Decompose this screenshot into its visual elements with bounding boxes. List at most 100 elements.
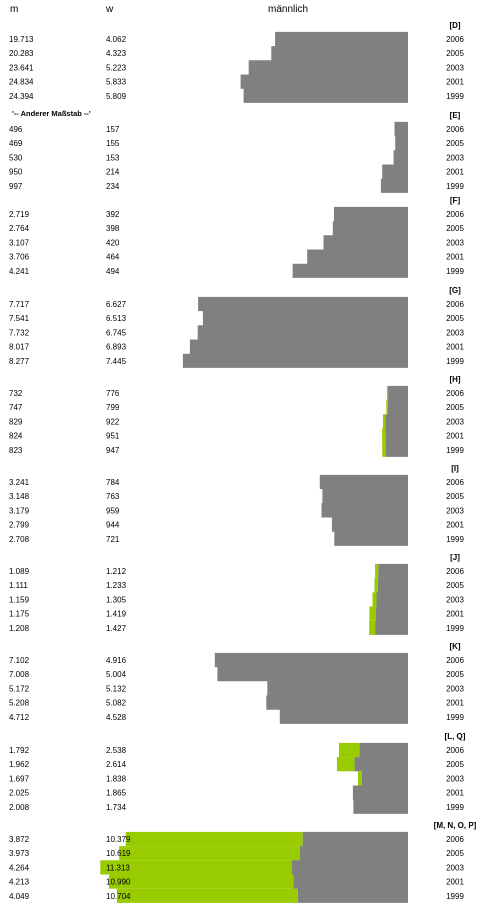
group-label: [M, N, O, P] bbox=[434, 821, 477, 830]
value-m: 469 bbox=[9, 139, 23, 148]
value-w: 1.212 bbox=[106, 567, 127, 576]
year-label: 2006 bbox=[446, 35, 464, 44]
value-m: 4.264 bbox=[9, 863, 30, 872]
year-label: 2005 bbox=[446, 224, 464, 233]
value-m: 7.732 bbox=[9, 328, 30, 337]
value-m: 23.641 bbox=[9, 63, 34, 72]
year-label: 1999 bbox=[446, 182, 464, 191]
value-w: 153 bbox=[106, 153, 120, 162]
value-w: 398 bbox=[106, 224, 120, 233]
year-label: 2003 bbox=[446, 238, 464, 247]
value-m: 997 bbox=[9, 182, 23, 191]
female-excess-bar bbox=[338, 742, 360, 758]
value-m: 3.706 bbox=[9, 253, 30, 262]
year-label: 1999 bbox=[446, 535, 464, 544]
value-w: 4.916 bbox=[106, 656, 127, 665]
female-excess-bar bbox=[386, 400, 388, 415]
scale-change-note: '-- Anderer Maßstab --' bbox=[12, 109, 91, 118]
year-label: 2006 bbox=[446, 656, 464, 665]
value-w: 10.619 bbox=[106, 849, 131, 858]
year-label: 1999 bbox=[446, 446, 464, 455]
value-w: 1.419 bbox=[106, 610, 127, 619]
value-m: 1.208 bbox=[9, 624, 30, 633]
year-label: 2005 bbox=[446, 139, 464, 148]
value-m: 3.872 bbox=[9, 835, 30, 844]
year-label: 2003 bbox=[446, 774, 464, 783]
year-label: 2005 bbox=[446, 760, 464, 769]
year-label: 2006 bbox=[446, 567, 464, 576]
value-m: 747 bbox=[9, 403, 23, 412]
year-label: 2005 bbox=[446, 670, 464, 679]
year-label: 2001 bbox=[446, 432, 464, 441]
female-excess-bar bbox=[119, 846, 300, 861]
value-m: 2.799 bbox=[9, 521, 30, 530]
value-m: 732 bbox=[9, 389, 23, 398]
female-excess-bar bbox=[116, 888, 298, 903]
group-label: [G] bbox=[449, 286, 461, 295]
value-m: 4.712 bbox=[9, 713, 30, 722]
female-excess-bar bbox=[372, 592, 377, 607]
value-w: 784 bbox=[106, 478, 120, 487]
value-w: 234 bbox=[106, 182, 120, 191]
value-m: 4.049 bbox=[9, 892, 30, 901]
year-label: 2006 bbox=[446, 210, 464, 219]
value-w: 951 bbox=[106, 432, 120, 441]
year-label: 2003 bbox=[446, 328, 464, 337]
value-m: 1.111 bbox=[9, 581, 28, 590]
value-w: 5.809 bbox=[106, 92, 127, 101]
value-w: 922 bbox=[106, 417, 120, 426]
value-m: 8.017 bbox=[9, 343, 30, 352]
year-label: 2005 bbox=[446, 314, 464, 323]
value-w: 10.704 bbox=[106, 892, 131, 901]
year-label: 2003 bbox=[446, 63, 464, 72]
year-label: 1999 bbox=[446, 357, 464, 366]
value-w: 2.538 bbox=[106, 746, 127, 755]
year-label: 1999 bbox=[446, 892, 464, 901]
year-label: 2006 bbox=[446, 125, 464, 134]
value-w: 1.734 bbox=[106, 803, 127, 812]
female-excess-bar bbox=[125, 831, 303, 847]
value-m: 19.713 bbox=[9, 35, 34, 44]
value-w: 4.528 bbox=[106, 713, 127, 722]
year-label: 2001 bbox=[446, 253, 464, 262]
year-label: 2001 bbox=[446, 521, 464, 530]
value-w: 7.445 bbox=[106, 357, 127, 366]
female-excess-bar bbox=[109, 874, 294, 889]
value-m: 1.792 bbox=[9, 746, 30, 755]
year-label: 2006 bbox=[446, 835, 464, 844]
value-m: 7.541 bbox=[9, 314, 30, 323]
value-w: 944 bbox=[106, 521, 120, 530]
female-excess-bar bbox=[374, 578, 378, 593]
value-w: 1.305 bbox=[106, 595, 127, 604]
female-excess-bar bbox=[375, 563, 379, 579]
female-excess-bar bbox=[382, 414, 386, 429]
value-m: 3.179 bbox=[9, 506, 30, 515]
value-w: 1.865 bbox=[106, 789, 127, 798]
value-w: 464 bbox=[106, 253, 120, 262]
year-label: 1999 bbox=[446, 713, 464, 722]
value-m: 3.241 bbox=[9, 478, 30, 487]
value-w: 5.223 bbox=[106, 63, 127, 72]
value-m: 24.394 bbox=[9, 92, 34, 101]
value-m: 20.283 bbox=[9, 49, 34, 58]
value-w: 6.893 bbox=[106, 343, 127, 352]
year-label: 2001 bbox=[446, 878, 464, 887]
male-bar-area bbox=[352, 742, 408, 814]
female-excess-bar bbox=[100, 860, 293, 875]
male-bar-area bbox=[319, 474, 408, 546]
value-m: 1.175 bbox=[9, 610, 30, 619]
value-m: 950 bbox=[9, 168, 23, 177]
male-bar-area bbox=[375, 563, 408, 635]
female-excess-bar bbox=[369, 620, 376, 635]
group-label: [H] bbox=[449, 375, 460, 384]
group-label: [K] bbox=[449, 642, 460, 651]
value-w: 4.323 bbox=[106, 49, 127, 58]
value-w: 947 bbox=[106, 446, 120, 455]
value-m: 4.241 bbox=[9, 267, 30, 276]
value-w: 6.513 bbox=[106, 314, 127, 323]
value-m: 5.208 bbox=[9, 699, 30, 708]
value-w: 5.082 bbox=[106, 699, 127, 708]
value-m: 530 bbox=[9, 153, 23, 162]
value-w: 155 bbox=[106, 139, 120, 148]
year-label: 2003 bbox=[446, 684, 464, 693]
